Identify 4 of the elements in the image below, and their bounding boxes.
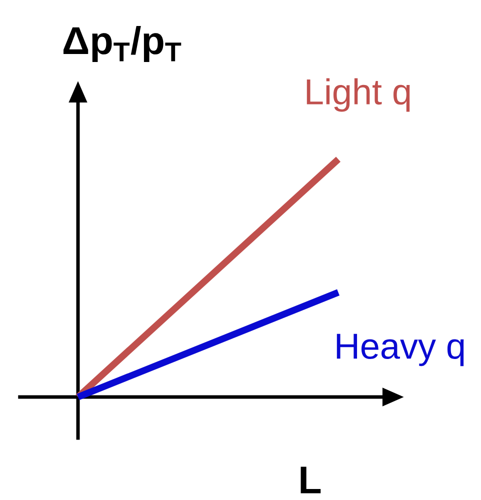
text: L	[300, 466, 321, 494]
series-label: Light q	[306, 78, 410, 112]
chart-title: Δp$_{T}$/p$_{T}$	[63, 26, 182, 62]
series-label: Heavy q	[336, 334, 464, 366]
